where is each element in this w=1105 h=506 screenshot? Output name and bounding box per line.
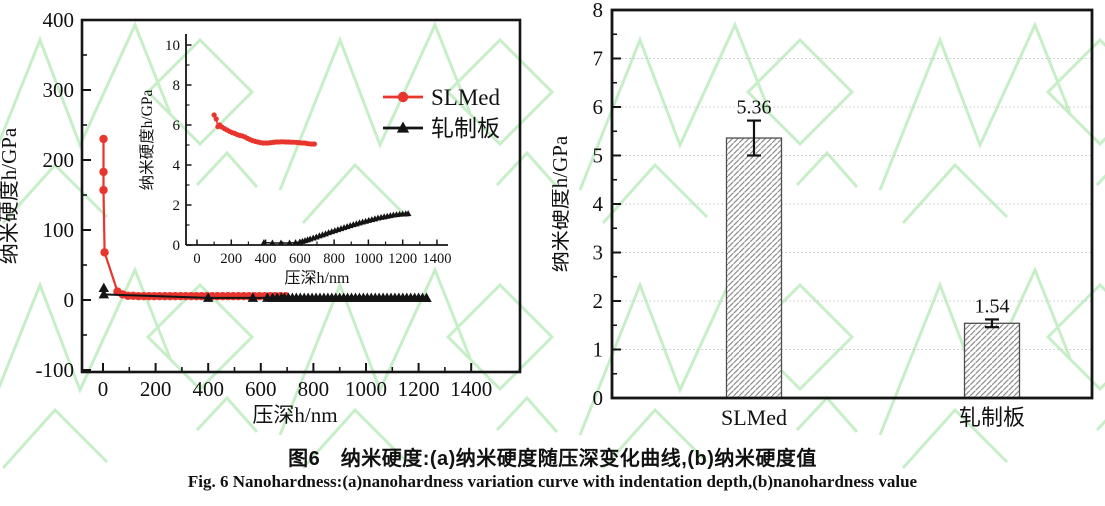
chart-b-bars: 5.36 SLMed 1.54 轧制板 (721, 97, 1025, 430)
inset-x-tick-label: 0 (193, 251, 200, 267)
inset-x-tick-label: 1200 (388, 251, 417, 267)
y-tick-label: 7 (593, 47, 604, 71)
inset-x-tick-label: 600 (289, 251, 311, 267)
y-tick-label: -100 (36, 358, 75, 382)
inset-y-tick-label: 10 (165, 38, 180, 54)
series-slmed (99, 134, 290, 301)
y-tick-label: 300 (43, 78, 75, 102)
y-tick-label: 8 (593, 0, 604, 22)
y-tick-label: 2 (593, 289, 604, 313)
chart-a-legend: SLMed 轧制板 (383, 85, 501, 141)
y-tick-label: 100 (43, 218, 75, 242)
bar-value-label: 1.54 (975, 295, 1010, 317)
y-tick-label: 0 (593, 386, 604, 410)
y-tick-label: 5 (593, 144, 604, 168)
y-tick-label: 6 (593, 95, 604, 119)
chart-a-y-label: 纳米硬度h/GPa (0, 127, 21, 264)
chart-a-y-axis: -100 0 100 200 300 400 纳米硬度h/GPa (0, 8, 91, 382)
bar-category-label: 轧制板 (959, 405, 1025, 430)
inset-y-tick-label: 8 (173, 78, 181, 94)
inset-x-tick-label: 1000 (354, 251, 383, 267)
inset-x-tick-label: 400 (255, 251, 277, 267)
y-tick-label: 200 (43, 148, 75, 172)
y-tick-label: 3 (593, 241, 604, 265)
chart-b-y-axis: 0 1 2 3 4 5 6 7 8 纳米硬度h/GPa (552, 0, 621, 410)
x-tick-label: 1000 (345, 377, 387, 401)
chart-a-frame (80, 18, 522, 374)
x-tick-label: 600 (245, 377, 277, 401)
series-rolled-plate (98, 282, 432, 302)
y-tick-label: 400 (43, 8, 75, 32)
x-tick-label: 200 (140, 377, 172, 401)
y-tick-label: 0 (64, 288, 75, 312)
chart-b-y-label: 纳米硬度h/GPa (552, 135, 572, 272)
caption-english: Fig. 6 Nanohardness:(a)nanohardness vari… (187, 472, 918, 491)
inset-x-tick-label: 800 (323, 251, 345, 267)
legend-label: 轧制板 (431, 116, 500, 141)
inset-x-tick-label: 200 (220, 251, 242, 267)
bar-slmed (725, 137, 783, 399)
inset-x-tick-label: 1400 (422, 251, 451, 267)
y-tick-label: 4 (593, 192, 604, 216)
inset-series-rolled-plate (260, 210, 412, 246)
error-bar (747, 119, 761, 157)
chart-b-gridlines (613, 58, 1091, 350)
error-bar (985, 318, 999, 329)
inset-y-label: 纳米硬度h/GPa (138, 90, 156, 191)
x-tick-label: 1400 (450, 377, 492, 401)
bar-rolled-plate (963, 322, 1021, 399)
inset-y-tick-label: 0 (173, 238, 181, 254)
inset-y-tick-label: 6 (173, 118, 181, 134)
x-tick-label: 0 (98, 377, 109, 401)
inset-y-tick-label: 4 (173, 158, 181, 174)
x-tick-label: 800 (298, 377, 330, 401)
x-tick-label: 1200 (398, 377, 440, 401)
chart-a-x-label: 压深h/nm (252, 403, 337, 427)
inset-series-slmed (211, 112, 318, 147)
x-tick-label: 400 (192, 377, 224, 401)
chart-a-inset: 0 2 4 6 8 10 0 200 400 600 800 1000 1200 1400 纳米硬度h/GP… (138, 34, 451, 287)
bar-value-label: 5.36 (737, 97, 772, 119)
caption-chinese: 图6 纳米硬度:(a)纳米硬度随压深变化曲线,(b)纳米硬度值 (288, 448, 817, 470)
chart-b-bar-chart: 5.36 SLMed 1.54 轧制板 0 1 2 3 4 5 6 7 8 纳米硬度h/GPa (552, 0, 1094, 430)
legend-label: SLMed (431, 85, 501, 110)
chart-a-x-axis: 0 200 400 600 800 1000 1200 1400 压深h/nm (98, 363, 492, 427)
y-tick-label: 1 (593, 338, 604, 362)
inset-x-label: 压深h/nm (285, 269, 350, 287)
inset-y-tick-label: 2 (173, 198, 181, 214)
bar-category-label: SLMed (721, 405, 787, 430)
